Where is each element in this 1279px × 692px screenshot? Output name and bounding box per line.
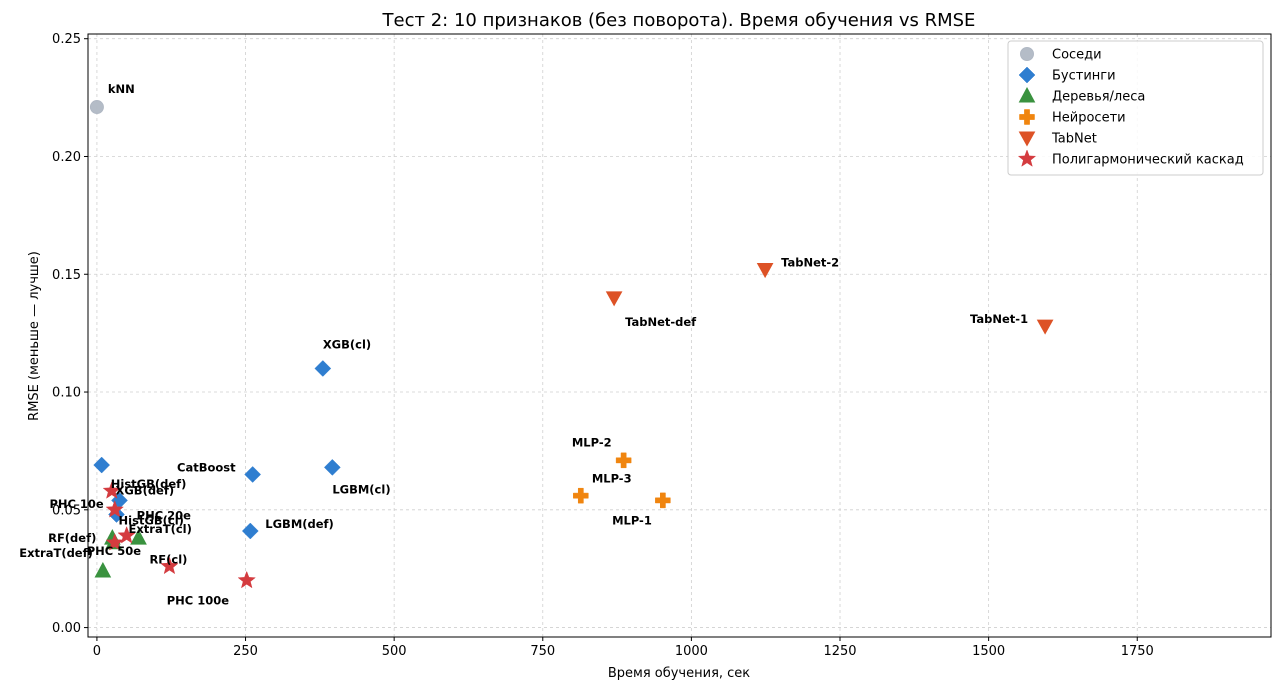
- point-label: CatBoost: [177, 460, 236, 474]
- point-label: MLP-2: [572, 435, 612, 449]
- legend-marker: [1017, 149, 1037, 167]
- y-tick-label: 0.15: [52, 268, 81, 283]
- data-point: [314, 360, 332, 377]
- point-label: kNN: [108, 82, 135, 96]
- point-label: RF(def): [48, 531, 96, 545]
- legend-label: Бустинги: [1052, 69, 1116, 84]
- data-point: [573, 487, 589, 504]
- data-point: [1036, 319, 1054, 335]
- legend-label: Нейросети: [1052, 111, 1126, 126]
- data-point: [89, 100, 104, 115]
- data-point: [605, 291, 623, 307]
- y-tick-label: 0.20: [52, 150, 81, 165]
- legend-box: [1007, 40, 1264, 176]
- axis-ticks: 0 250 500 750 1000 1250 1500 1750 0.00 0.05 0.10 0.…: [52, 32, 1154, 659]
- chart-title: Тест 2: 10 признаков (без поворота). Вре…: [382, 10, 976, 31]
- legend-label: TabNet: [1051, 132, 1097, 147]
- data-point: [237, 570, 256, 589]
- point-label: TabNet-2: [781, 256, 839, 270]
- x-tick-label: 1000: [675, 644, 708, 659]
- data-point: [102, 481, 122, 499]
- point-label: TabNet-def: [625, 315, 697, 329]
- x-axis-title: Время обучения, сек: [608, 666, 750, 681]
- point-label: PHC 10e: [49, 497, 103, 511]
- legend-marker: [1019, 109, 1035, 125]
- x-tick-label: 250: [233, 644, 258, 659]
- x-tick-label: 1500: [972, 644, 1005, 659]
- point-label: LGBM(cl): [332, 482, 390, 496]
- point-label: TabNet-1: [970, 312, 1028, 326]
- legend-label: Соседи: [1052, 48, 1102, 63]
- data-point: [323, 459, 341, 476]
- point-label: ExtraT(def): [19, 546, 93, 560]
- data-point: [117, 525, 136, 544]
- x-tick-label: 750: [530, 644, 555, 659]
- y-tick-label: 0.05: [52, 503, 81, 518]
- point-label: ExtraT(cl): [129, 522, 192, 536]
- point-label: RF(cl): [149, 552, 187, 566]
- legend-marker: [1020, 47, 1034, 61]
- point-label: LGBM(def): [265, 517, 334, 531]
- point-labels: kNN CatBoost XGB(cl) LGBM(cl) LGBM(def) XGB(d…: [19, 82, 1028, 607]
- data-point: [244, 466, 262, 483]
- data-point: [756, 263, 774, 279]
- data-points: [89, 100, 1054, 589]
- x-tick-label: 500: [382, 644, 407, 659]
- data-point: [615, 452, 632, 469]
- point-label: MLP-1: [612, 513, 652, 527]
- plot-frame: [87, 33, 1272, 638]
- y-axis-title: RMSE (меньше — лучше): [27, 251, 42, 421]
- point-label: PHC 50e: [87, 544, 141, 558]
- point-label: XGB(cl): [323, 337, 371, 351]
- data-point: [655, 492, 671, 509]
- point-label: HistGB(def): [111, 477, 187, 491]
- point-label: HistGB(cl): [119, 514, 184, 528]
- legend-marker: [1018, 66, 1036, 84]
- legend: Соседи Бустинги Деревья/леса Нейросети TabNe…: [1007, 40, 1264, 176]
- legend-label: Полигармонический каскад: [1052, 153, 1244, 168]
- data-point: [160, 556, 179, 575]
- data-point: [93, 456, 111, 474]
- data-point: [130, 529, 147, 545]
- data-point: [94, 561, 112, 578]
- point-label: XGB(def): [116, 483, 175, 497]
- legend-marker: [1018, 131, 1036, 147]
- data-point: [105, 533, 124, 551]
- point-label: PHC 20e: [137, 509, 191, 523]
- x-tick-label: 0: [93, 644, 101, 659]
- legend-marker: [1018, 86, 1036, 103]
- y-tick-label: 0.25: [52, 32, 81, 47]
- y-tick-label: 0.10: [52, 386, 81, 401]
- point-label: MLP-3: [592, 472, 632, 486]
- x-tick-label: 1250: [823, 644, 856, 659]
- x-tick-label: 1750: [1121, 644, 1154, 659]
- point-label: PHC 100e: [167, 593, 230, 607]
- legend-label: Деревья/леса: [1052, 90, 1145, 105]
- data-point: [105, 500, 124, 518]
- y-tick-label: 0.00: [52, 621, 81, 636]
- data-point: [241, 522, 259, 540]
